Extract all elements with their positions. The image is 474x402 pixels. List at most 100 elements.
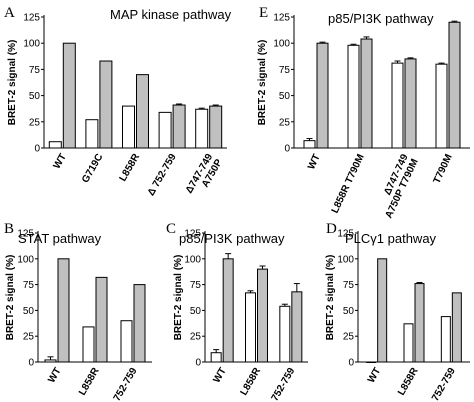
panel-label: B	[4, 221, 14, 237]
y-tick-label: 0	[28, 358, 34, 369]
category-label-line: L858R T790M	[330, 153, 367, 216]
category-label-line: T790M	[432, 153, 455, 186]
category-label-line: L858R	[239, 365, 264, 397]
bar	[435, 63, 448, 149]
category-label: WT	[46, 366, 63, 385]
y-tick-label: 75	[190, 280, 202, 291]
panel-A: A MAP kinase pathway BRET-2 signal (%) 0 25 5…	[4, 5, 232, 201]
panel-label: E	[259, 5, 268, 21]
y-tick-label: 0	[348, 358, 354, 369]
y-tick-label: 50	[29, 91, 41, 102]
bar	[57, 258, 70, 363]
category-label-line: WT	[366, 366, 383, 385]
bar	[210, 352, 222, 363]
category-label-line: Δ 752-759	[265, 366, 298, 402]
category-label: Δ 752-759	[146, 152, 179, 198]
category-label-line: Δ 752-759	[425, 366, 458, 402]
category-label: Δ747-749A750P	[184, 152, 225, 201]
bar	[257, 268, 268, 363]
bar	[99, 60, 113, 149]
category-label: Δ 752-759	[425, 366, 458, 402]
bar	[222, 258, 234, 363]
bar	[209, 105, 223, 149]
y-tick-label: 100	[337, 254, 354, 265]
y-tick-label: 50	[343, 306, 355, 317]
bar	[377, 258, 388, 363]
bar	[279, 305, 291, 363]
category-label: L858R T790M	[330, 153, 367, 216]
bar	[85, 119, 99, 149]
category-label-line: L858R	[118, 151, 143, 183]
y-tick-label: 50	[190, 306, 202, 317]
category-label: WT	[211, 366, 228, 385]
category-label: L858R	[77, 365, 102, 397]
bar	[303, 140, 316, 149]
y-tick-label: 125	[17, 229, 34, 240]
bar	[245, 292, 256, 363]
y-tick-label: 25	[279, 117, 291, 128]
category-label-line: WT	[52, 152, 69, 171]
panel-title: STAT pathway	[18, 231, 102, 246]
panel-label: D	[326, 221, 337, 237]
category-label-line: Δ 752-759	[107, 366, 140, 402]
bar	[448, 21, 461, 149]
category-label: T790M	[432, 153, 455, 186]
bar	[414, 283, 425, 363]
panel-title: MAP kinase pathway	[110, 7, 232, 22]
category-label: L858R	[239, 365, 264, 397]
category-label-line: Δ 752-759	[146, 152, 179, 198]
y-axis-label: BRET-2 signal (%)	[7, 40, 18, 126]
bar	[391, 62, 404, 149]
bar	[440, 316, 451, 363]
bar	[172, 104, 186, 149]
bar	[291, 291, 303, 363]
panel-title: p85/PI3K pathway	[328, 11, 434, 26]
bar	[158, 111, 172, 149]
bar	[136, 74, 149, 149]
category-label: G719C	[80, 152, 105, 185]
y-tick-label: 75	[23, 280, 35, 291]
bar	[48, 141, 62, 149]
y-tick-label: 125	[273, 13, 290, 24]
category-label: L858R	[396, 365, 421, 397]
bar	[62, 42, 76, 149]
y-tick-label: 125	[184, 229, 201, 240]
panel-label: A	[4, 5, 15, 21]
category-label: WT	[366, 366, 383, 385]
bar	[133, 284, 146, 363]
category-label: L858R	[118, 151, 143, 183]
category-label-line: WT	[46, 366, 63, 385]
y-axis-label: BRET-2 signal (%)	[173, 255, 184, 341]
y-tick-label: 25	[190, 332, 202, 343]
category-label: Δ 752-759	[107, 366, 140, 402]
bar	[360, 38, 373, 149]
category-label-line: G719C	[80, 152, 105, 185]
panel-title: PLCγ1 pathway	[345, 231, 437, 246]
y-tick-label: 0	[195, 358, 201, 369]
y-tick-label: 100	[17, 254, 34, 265]
bar	[451, 292, 462, 363]
y-tick-label: 0	[34, 144, 40, 155]
y-tick-label: 100	[23, 39, 40, 50]
category-label: WT	[306, 153, 323, 172]
category-label: WT	[52, 152, 69, 171]
bar	[366, 361, 377, 363]
y-tick-label: 125	[337, 229, 354, 240]
y-tick-label: 0	[284, 144, 290, 155]
y-tick-label: 100	[184, 254, 201, 265]
bar	[82, 326, 95, 363]
bar	[120, 320, 133, 363]
bar	[404, 58, 417, 149]
category-label: Δ 752-759	[265, 366, 298, 402]
category-label-line: WT	[306, 153, 323, 172]
y-tick-label: 25	[23, 332, 35, 343]
bar	[195, 108, 209, 149]
category-label: Δ747-749A750P T790M	[374, 152, 421, 220]
panel-title: p85/PI3K pathway	[179, 231, 285, 246]
category-label-line: L858R	[396, 365, 421, 397]
y-tick-label: 75	[29, 65, 41, 76]
